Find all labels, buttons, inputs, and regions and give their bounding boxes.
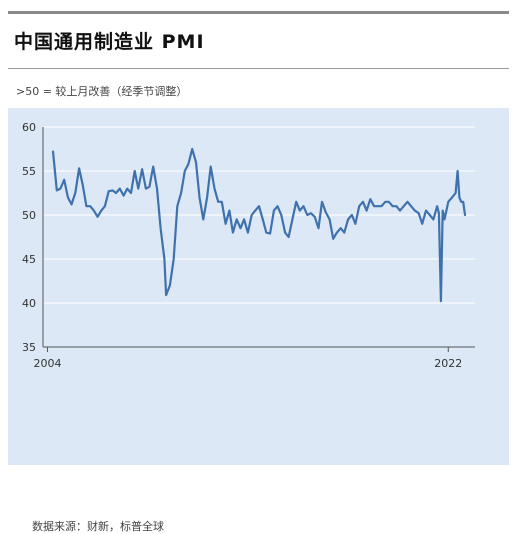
x-tick-label-2004: 2004 bbox=[33, 357, 61, 370]
source-note: 数据来源：财新，标普全球 bbox=[32, 520, 164, 533]
chart-panel: 35 40 45 50 55 60 2004 2022 数据来源：财新，标普全球 bbox=[8, 108, 509, 533]
y-tick-label-40: 40 bbox=[22, 297, 36, 310]
y-tick-label-50: 50 bbox=[22, 209, 36, 222]
y-tick-label-60: 60 bbox=[22, 121, 36, 134]
grid-lines bbox=[43, 126, 475, 348]
chart-title: 中国通用制造业 PMI bbox=[14, 31, 205, 53]
pmi-chart: 35 40 45 50 55 60 2004 2022 bbox=[22, 121, 475, 370]
chart-subtitle: >50 = 较上月改善（经季节调整） bbox=[16, 85, 188, 98]
axes: 35 40 45 50 55 60 2004 2022 bbox=[22, 121, 475, 370]
x-tick-label-2022: 2022 bbox=[434, 357, 462, 370]
series-line-pmi bbox=[51, 147, 467, 303]
y-tick-label-55: 55 bbox=[22, 165, 36, 178]
series-layer bbox=[51, 147, 467, 303]
top-rule bbox=[8, 11, 509, 14]
title-divider bbox=[8, 68, 509, 69]
y-tick-label-45: 45 bbox=[22, 253, 36, 266]
y-tick-label-35: 35 bbox=[22, 341, 36, 354]
